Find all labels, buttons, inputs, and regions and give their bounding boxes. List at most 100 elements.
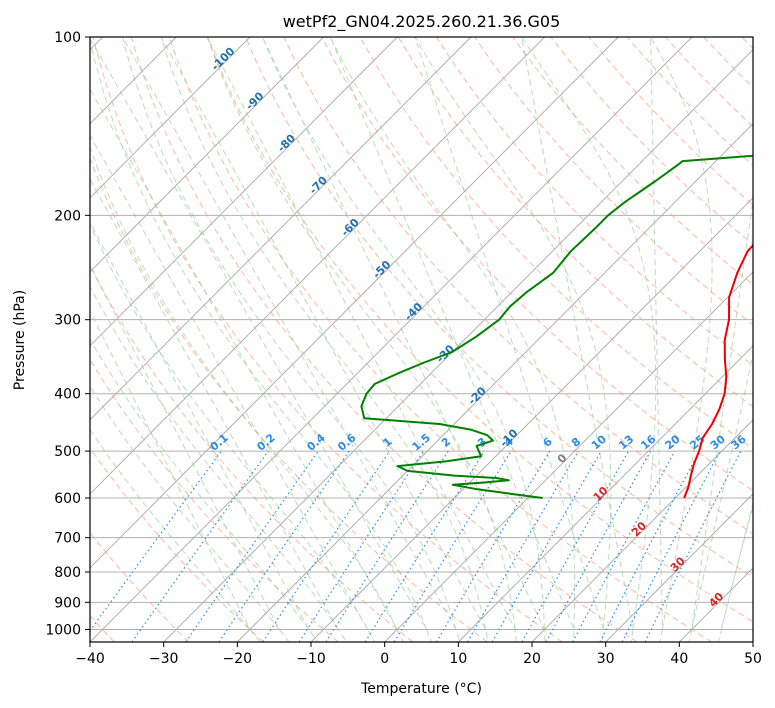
dry-adiabat <box>512 37 753 286</box>
mixing-ratio-line <box>262 450 391 642</box>
y-tick-label: 300 <box>54 313 81 329</box>
moist-adiabat <box>688 196 753 642</box>
moist-adiabat <box>90 178 347 642</box>
y-tick-label: 500 <box>54 444 81 460</box>
isotherm-line <box>457 345 753 642</box>
moist-adiabat <box>414 37 612 642</box>
y-tick-label: 100 <box>54 30 81 46</box>
mixing-ratio-line <box>185 450 319 642</box>
isotherm-line <box>90 37 693 642</box>
dry-adiabat <box>207 37 753 623</box>
isotherm-label: -10 <box>497 426 520 449</box>
x-tick-label: 10 <box>449 651 467 667</box>
x-tick-label: 30 <box>597 651 615 667</box>
x-tick-label: −20 <box>223 651 253 667</box>
mixing-ratio-line <box>364 450 486 642</box>
y-tick-label: 1000 <box>45 622 81 638</box>
x-tick-label: 50 <box>744 651 762 667</box>
moist-adiabat <box>90 37 432 642</box>
dry-adiabat <box>665 37 753 128</box>
mixing-ratio-label: 10 <box>589 432 609 452</box>
y-axis-title: Pressure (hPa) <box>12 290 28 390</box>
y-tick-label: 800 <box>54 565 81 581</box>
isotherm-label: -60 <box>339 216 362 239</box>
y-tick-label: 200 <box>54 208 81 224</box>
moist-adiabat <box>90 88 404 642</box>
isotherm-line <box>90 37 619 569</box>
dry-adiabat <box>435 37 753 367</box>
mixing-ratio-line <box>131 450 269 642</box>
x-axis-title: Temperature (°C) <box>360 681 482 697</box>
x-tick-label: 0 <box>380 651 389 667</box>
isotherm-line <box>605 493 753 642</box>
mixing-ratio-label: 30 <box>708 432 728 452</box>
moist-adiabat <box>521 37 657 642</box>
dry-adiabat <box>245 37 753 578</box>
isotherm-line <box>90 37 398 347</box>
mixing-ratio-line <box>644 450 742 642</box>
mixing-ratio-line <box>298 450 424 642</box>
dry-adiabat <box>321 37 753 492</box>
isotherm-label: 40 <box>706 590 726 610</box>
moist-adiabat <box>717 500 753 642</box>
temperature-profile <box>683 243 753 499</box>
mixing-ratio-label: 13 <box>616 433 636 453</box>
mixing-ratio-line <box>218 450 350 642</box>
moist-adiabat <box>90 221 319 642</box>
dry-adiabat <box>90 531 190 642</box>
mixing-ratio-label: 16 <box>638 432 658 452</box>
background-grid: 0.1 0.2 0.4 0.6 1 1.5 2 3 4 6 8 10 13 16 20 25 30 36-100-… <box>90 37 753 642</box>
isotherm-line <box>163 48 753 642</box>
mixing-ratio-line <box>325 450 449 642</box>
y-tick-label: 900 <box>54 595 81 611</box>
mixing-ratio-line <box>545 450 652 642</box>
isotherm-line <box>752 641 753 642</box>
mixing-ratio-line <box>521 450 630 642</box>
mixing-ratio-label: 6 <box>541 435 555 450</box>
dry-adiabat <box>90 263 414 642</box>
mixing-ratio-line <box>599 450 701 642</box>
isotherm-label: -100 <box>209 44 238 73</box>
mixing-ratio-line <box>572 450 676 642</box>
mixing-ratio-label: 1 <box>380 435 394 450</box>
dry-adiabat <box>90 358 339 642</box>
dry-adiabat <box>130 37 638 642</box>
dry-adiabat <box>741 37 753 50</box>
axes: −40 −30 −20 −10 0 10 20 30 40 5010020030040050060… <box>45 30 762 667</box>
dry-adiabat <box>588 37 753 206</box>
mixing-ratio-line <box>466 450 580 642</box>
moist-adiabat <box>160 37 489 642</box>
mixing-ratio-label: 1.5 <box>410 431 433 453</box>
x-tick-label: −10 <box>296 651 326 667</box>
isotherm-label: -80 <box>275 131 298 154</box>
plot-frame <box>89 36 754 643</box>
dry-adiabat <box>283 37 753 535</box>
x-tick-label: −30 <box>149 651 179 667</box>
isotherm-line <box>90 37 472 421</box>
moist-adiabat <box>329 37 576 642</box>
moist-adiabat <box>90 134 376 642</box>
dewpoint-profile <box>360 154 753 499</box>
mixing-ratio-label: 0.6 <box>335 431 359 454</box>
x-tick-label: 40 <box>670 651 688 667</box>
isotherm-label: -70 <box>307 174 330 197</box>
isotherm-label: -50 <box>370 258 393 281</box>
moist-adiabat <box>206 37 517 642</box>
mixing-ratio-label: 8 <box>569 435 583 450</box>
isotherm-line <box>90 37 251 199</box>
dry-adiabat <box>92 37 563 642</box>
isotherm-label: 20 <box>629 519 649 539</box>
moist-adiabat <box>262 37 546 642</box>
mixing-ratio-label: 20 <box>663 432 683 452</box>
isotherm-label: -20 <box>466 384 489 407</box>
mixing-ratio-line <box>393 450 512 642</box>
y-tick-label: 700 <box>54 531 81 547</box>
x-tick-label: −40 <box>75 651 105 667</box>
mixing-ratio-label: 36 <box>729 432 749 452</box>
isotherm-line <box>384 271 753 642</box>
chart-title: wetPf2_GN04.2025.260.21.36.G05 <box>283 12 561 32</box>
dry-adiabat <box>90 447 264 642</box>
moist-adiabat <box>90 310 261 642</box>
isotherm-line <box>531 419 753 642</box>
